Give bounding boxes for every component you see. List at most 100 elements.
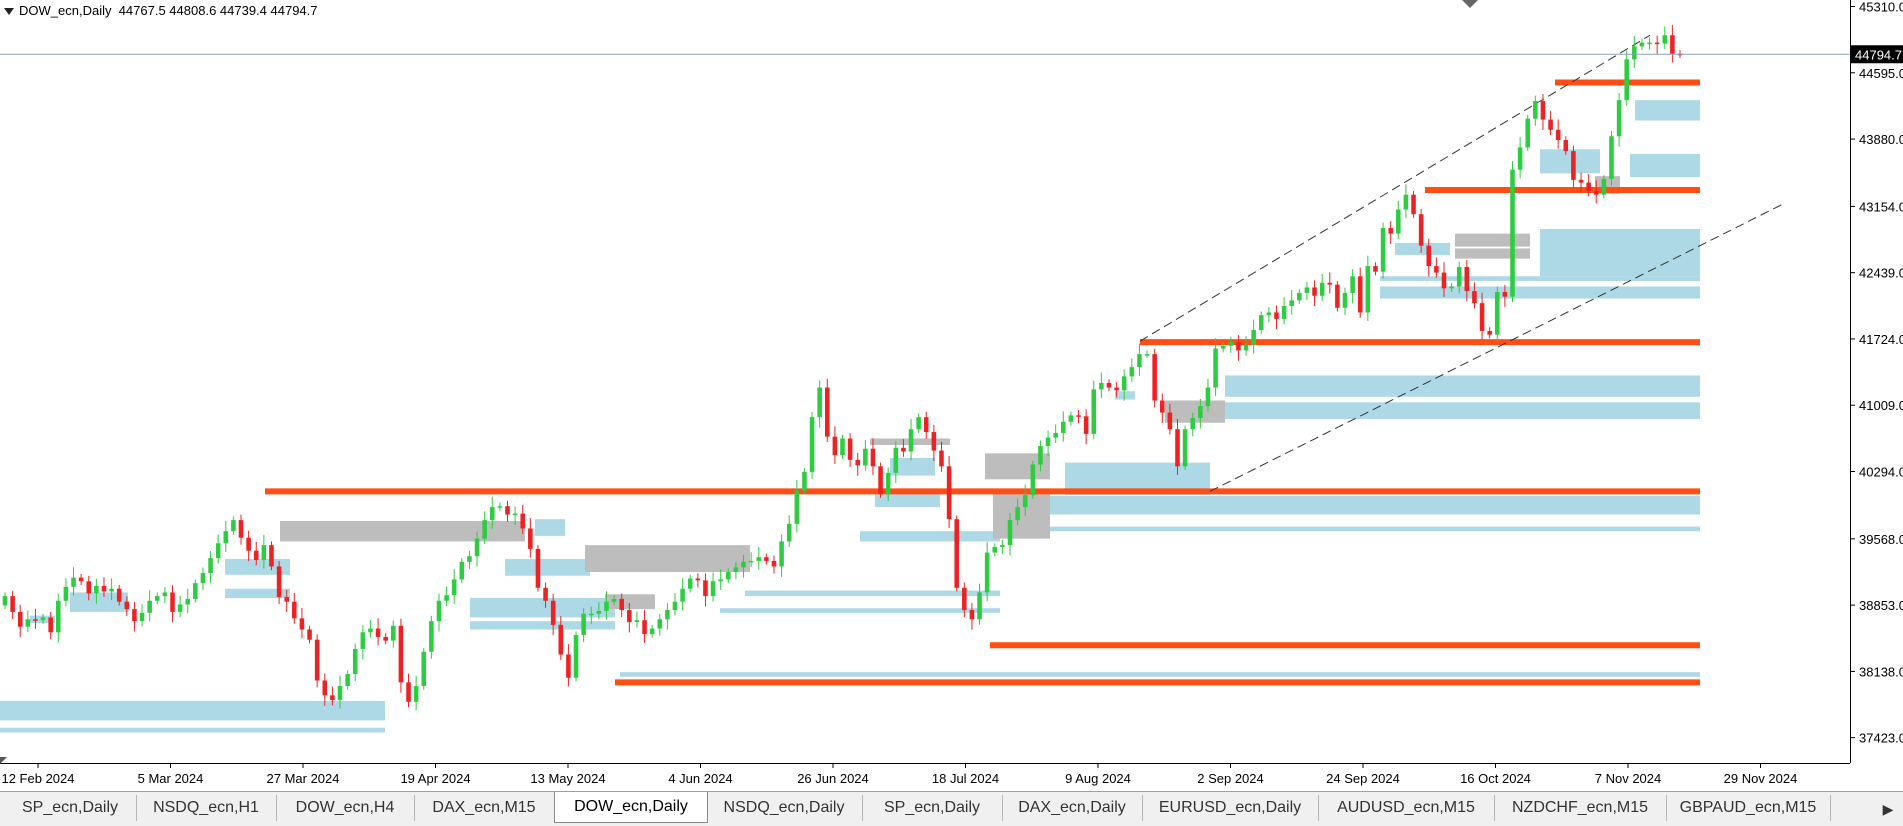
candle-body xyxy=(672,601,678,611)
candle-body xyxy=(208,558,213,573)
tab-nsdq-ecn-h1[interactable]: NSDQ_ecn,H1 xyxy=(136,795,277,821)
candle-body xyxy=(1106,382,1112,388)
candle-body xyxy=(1662,35,1668,44)
tab-dax-ecn-daily[interactable]: DAX_ecn,Daily xyxy=(1002,795,1143,821)
candle-body xyxy=(1243,344,1249,351)
price-tick-label: 39568.0 xyxy=(1859,532,1903,547)
candle-body xyxy=(413,686,419,702)
candle-body xyxy=(154,596,160,601)
tab-dax-ecn-m15[interactable]: DAX_ecn,M15 xyxy=(414,795,555,821)
candle-body xyxy=(1076,415,1081,417)
candle-body xyxy=(1571,151,1576,180)
candle-body xyxy=(596,610,602,614)
candle-body xyxy=(1266,312,1272,316)
candle-body xyxy=(482,520,487,539)
candle-body xyxy=(528,528,533,549)
candle-body xyxy=(345,673,350,687)
candle-body xyxy=(1030,464,1036,496)
time-tick-label: 29 Nov 2024 xyxy=(1724,771,1798,786)
candle-body xyxy=(1121,376,1127,391)
candle-body xyxy=(1464,267,1470,292)
candle-body xyxy=(1228,342,1234,346)
candle-body xyxy=(1304,287,1310,293)
candle-body xyxy=(1616,100,1622,137)
candle-body xyxy=(71,577,76,587)
candle-body xyxy=(25,619,31,627)
tab-dow-ecn-daily[interactable]: DOW_ecn,Daily xyxy=(554,792,708,823)
candle-body xyxy=(1434,266,1439,273)
time-tick-label: 4 Jun 2024 xyxy=(668,771,732,786)
candle-body xyxy=(1045,437,1051,446)
candle-body xyxy=(726,572,731,580)
candle-body xyxy=(923,417,929,433)
demand-zone xyxy=(1630,153,1700,178)
candle-body xyxy=(78,577,84,582)
candle-body xyxy=(1251,330,1256,345)
candle-body xyxy=(497,506,503,508)
tab-dow-ecn-h4[interactable]: DOW_ecn,H4 xyxy=(276,795,415,821)
demand-zone xyxy=(535,519,565,536)
candle-body xyxy=(1418,214,1424,246)
candle-body xyxy=(710,581,716,597)
candle-body xyxy=(969,610,975,620)
demand-zone xyxy=(1540,277,1700,281)
tab-nsdq-ecn-daily[interactable]: NSDQ_ecn,Daily xyxy=(706,795,863,821)
candle-body xyxy=(1297,292,1302,301)
candle-body xyxy=(1289,300,1294,306)
collapse-triangle-icon[interactable] xyxy=(4,8,14,16)
supply-zone xyxy=(993,494,1050,539)
chevron-right-icon[interactable]: ▶ xyxy=(1882,801,1894,817)
candle-body xyxy=(1213,348,1218,388)
candle-body xyxy=(1533,101,1538,119)
price-tick-label: 42439.0 xyxy=(1859,266,1903,281)
candle-body xyxy=(56,600,61,633)
candle-body xyxy=(1586,182,1591,191)
candle-body xyxy=(40,617,46,621)
candle-body xyxy=(1190,418,1196,430)
candle-body xyxy=(109,588,114,592)
candle-body xyxy=(1456,267,1462,287)
candle-body xyxy=(1144,354,1150,356)
candle-body xyxy=(1015,507,1020,521)
tab-sp-ecn-daily[interactable]: SP_ecn,Daily xyxy=(4,795,137,821)
candle-body xyxy=(193,583,198,599)
candle-body xyxy=(1068,415,1074,422)
candle-body xyxy=(1152,354,1157,401)
candle-body xyxy=(1380,228,1386,272)
candle-body xyxy=(429,621,434,652)
time-tick-label: 2 Sep 2024 xyxy=(1197,771,1264,786)
candle-body xyxy=(908,429,914,452)
candle-body xyxy=(847,438,853,460)
candle-body xyxy=(1601,178,1607,195)
candle-body xyxy=(893,447,899,473)
candle-body xyxy=(1091,389,1097,434)
tab-sp-ecn-daily[interactable]: SP_ecn,Daily xyxy=(862,795,1003,821)
chart-area[interactable]: 45310.0 44595.0 43880.0 43154.0 42439.0 41724… xyxy=(0,0,1903,791)
demand-zone xyxy=(720,608,1000,613)
time-tick-label: 27 Mar 2024 xyxy=(267,771,340,786)
candle-body xyxy=(832,436,838,456)
candle-body xyxy=(885,472,891,495)
candle-body xyxy=(1670,35,1675,54)
candle-body xyxy=(984,552,990,593)
demand-zone xyxy=(1225,402,1700,420)
candle-body xyxy=(1236,342,1241,351)
candle-body xyxy=(200,572,206,584)
tab-audusd-ecn-m15[interactable]: AUDUSD_ecn,M15 xyxy=(1318,795,1495,821)
price-tick-label: 38853.0 xyxy=(1859,598,1903,613)
candle-body xyxy=(863,448,868,466)
candle-body xyxy=(1365,266,1371,313)
scroll-marker-icon xyxy=(1462,0,1478,8)
demand-zone xyxy=(1380,286,1700,299)
candle-body xyxy=(520,513,526,529)
tab-eurusd-ecn-daily[interactable]: EURUSD_ecn,Daily xyxy=(1142,795,1319,821)
candle-body xyxy=(1312,287,1317,296)
chart-corner-icon xyxy=(0,757,7,764)
tab-gbpaud-ecn-m15[interactable]: GBPAUD_ecn,M15 xyxy=(1666,795,1831,821)
price-chart[interactable]: 45310.0 44595.0 43880.0 43154.0 42439.0 41724… xyxy=(0,0,1903,791)
price-tick-label: 45310.0 xyxy=(1859,0,1903,14)
tab-nzdchf-ecn-m15[interactable]: NZDCHF_ecn,M15 xyxy=(1494,795,1667,821)
candle-body xyxy=(147,600,152,613)
candle-body xyxy=(657,619,663,629)
candle-body xyxy=(840,438,845,456)
